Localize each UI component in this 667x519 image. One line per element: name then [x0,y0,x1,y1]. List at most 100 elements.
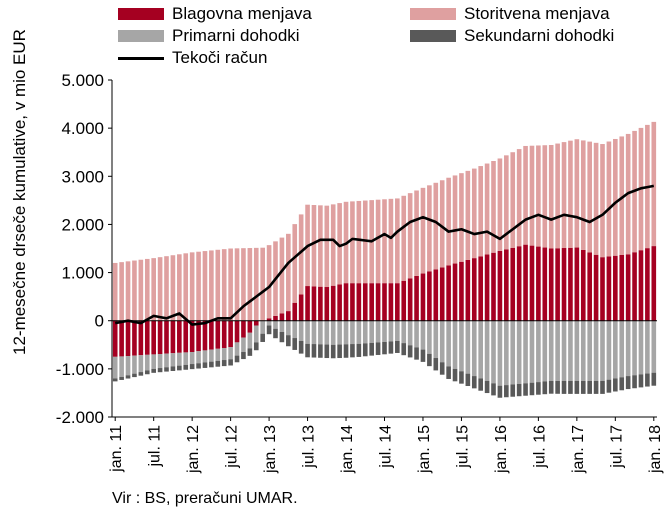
bar-blagovna-menjava-13 [196,320,201,352]
bar-sekundarni-dohodki-14 [202,362,208,368]
bar-storitvena-menjava-45 [401,195,407,281]
bar-sekundarni-dohodki-2 [125,375,131,379]
bar-storitvena-menjava-28 [292,224,298,303]
bar-sekundarni-dohodki-33 [324,344,330,359]
bar-primarni-dohodki-19 [234,342,240,356]
bar-storitvena-menjava-61 [504,155,509,250]
legend-label-primarni: Primarni dohodki [172,26,300,45]
bar-sekundarni-dohodki-61 [504,385,509,398]
bar-blagovna-menjava-53 [452,263,458,321]
bar-sekundarni-dohodki-39 [362,343,368,357]
y-tick-label-6: -1.000 [56,360,104,379]
bar-blagovna-menjava-62 [510,247,516,321]
bar-storitvena-menjava-58 [484,163,490,255]
bar-blagovna-menjava-21 [247,320,253,333]
bar-primarni-dohodki-24 [266,320,272,326]
bar-primarni-dohodki-71 [568,320,573,381]
bar-blagovna-menjava-37 [350,283,355,321]
bar-primarni-dohodki-82 [638,320,644,375]
bar-blagovna-menjava-2 [125,320,131,357]
bar-storitvena-menjava-53 [452,175,458,264]
legend-item-primarni: Primarni dohodki [118,26,300,46]
bar-blagovna-menjava-74 [587,252,592,321]
bar-sekundarni-dohodki-48 [420,349,426,362]
bar-blagovna-menjava-39 [362,283,368,321]
bar-primarni-dohodki-83 [645,320,650,374]
bar-primarni-dohodki-9 [170,353,176,367]
bar-sekundarni-dohodki-76 [600,380,605,394]
bar-sekundarni-dohodki-78 [613,378,618,392]
bar-primarni-dohodki-20 [241,337,246,352]
bar-sekundarni-dohodki-32 [318,344,323,358]
bar-blagovna-menjava-27 [286,311,291,321]
bar-storitvena-menjava-12 [189,252,195,321]
bar-storitvena-menjava-68 [548,144,554,249]
bar-storitvena-menjava-43 [388,198,394,284]
bar-blagovna-menjava-38 [356,283,362,321]
bar-blagovna-menjava-76 [600,257,605,321]
legend-label-tekoci: Tekoči račun [172,48,268,67]
bar-primarni-dohodki-38 [356,320,362,344]
bar-primarni-dohodki-13 [196,351,201,364]
bar-sekundarni-dohodki-77 [606,379,612,393]
bar-blagovna-menjava-3 [132,320,137,356]
bar-storitvena-menjava-49 [427,185,432,272]
bar-blagovna-menjava-33 [324,287,330,321]
bar-primarni-dohodki-2 [125,356,131,376]
bar-sekundarni-dohodki-30 [305,343,310,358]
bar-sekundarni-dohodki-36 [343,344,349,358]
legend-line-tekoci [118,56,164,60]
bar-storitvena-menjava-74 [587,141,592,253]
bar-primarni-dohodki-73 [580,320,586,381]
bar-storitvena-menjava-37 [350,201,355,284]
bar-storitvena-menjava-4 [138,259,144,321]
bar-blagovna-menjava-12 [189,320,195,352]
bar-primarni-dohodki-76 [600,320,605,381]
bar-blagovna-menjava-49 [427,271,432,321]
bar-sekundarni-dohodki-29 [298,340,304,354]
bar-storitvena-menjava-21 [247,248,253,321]
bar-blagovna-menjava-60 [497,250,503,321]
bar-primarni-dohodki-79 [619,320,625,378]
bar-storitvena-menjava-35 [337,203,342,285]
bar-storitvena-menjava-11 [183,253,189,321]
bar-primarni-dohodki-4 [138,355,144,373]
bar-blagovna-menjava-54 [459,261,464,321]
bar-sekundarni-dohodki-5 [144,370,150,375]
legend-item-blagovna: Blagovna menjava [118,4,312,24]
bar-storitvena-menjava-51 [439,180,445,268]
bar-storitvena-menjava-76 [600,144,605,258]
x-tick-label-0: jan. 11 [108,425,125,473]
bar-primarni-dohodki-28 [292,320,298,339]
bar-primarni-dohodki-46 [407,320,413,346]
bar-storitvena-menjava-70 [561,142,567,249]
bar-blagovna-menjava-71 [568,247,573,321]
bar-storitvena-menjava-24 [266,245,272,319]
bar-primarni-dohodki-78 [613,320,618,379]
bar-sekundarni-dohodki-8 [164,367,169,372]
bar-blagovna-menjava-1 [119,320,124,357]
bar-sekundarni-dohodki-1 [119,376,124,380]
bar-sekundarni-dohodki-69 [555,380,560,394]
bar-sekundarni-dohodki-24 [266,325,272,335]
x-tick-label-4: jan. 13 [262,425,279,474]
bar-primarni-dohodki-49 [427,320,432,354]
bar-primarni-dohodki-17 [221,348,227,361]
bar-sekundarni-dohodki-84 [651,372,657,386]
bar-sekundarni-dohodki-81 [632,375,637,389]
bar-sekundarni-dohodki-57 [478,378,483,391]
bar-blagovna-menjava-22 [253,320,259,326]
bar-blagovna-menjava-64 [523,244,528,321]
bar-primarni-dohodki-52 [446,320,451,367]
bar-blagovna-menjava-36 [343,283,349,321]
legend: Blagovna menjava Storitvena menjava Prim… [118,4,658,68]
bar-storitvena-menjava-63 [516,149,522,247]
bar-sekundarni-dohodki-34 [330,344,336,359]
bar-storitvena-menjava-55 [465,170,471,260]
bar-blagovna-menjava-31 [311,286,317,321]
bar-storitvena-menjava-23 [260,247,265,321]
bar-blagovna-menjava-51 [439,267,445,321]
x-tick-label-10: jan. 16 [493,425,510,474]
bar-blagovna-menjava-32 [318,286,323,321]
